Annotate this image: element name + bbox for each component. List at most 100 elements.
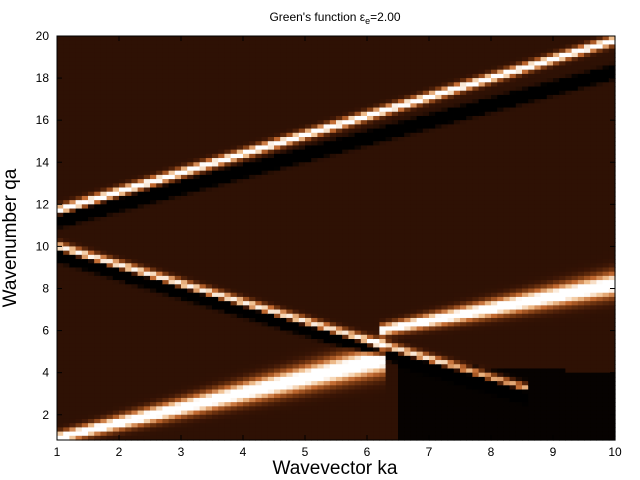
heatmap-cell (323, 65, 331, 71)
heatmap-cell (94, 376, 101, 382)
heatmap-cell (88, 406, 95, 412)
heatmap-cell (255, 107, 263, 113)
heatmap-cell (224, 162, 232, 168)
heatmap-cell (199, 284, 207, 290)
heatmap-cell (205, 111, 213, 117)
heatmap-cell (249, 313, 256, 319)
heatmap-cell (187, 355, 194, 361)
heatmap-cell (212, 296, 219, 302)
heatmap-cell (75, 153, 83, 159)
heatmap-cell (342, 435, 349, 441)
heatmap-cell (168, 427, 176, 433)
heatmap-cell (230, 225, 238, 231)
heatmap-cell (348, 317, 356, 323)
heatmap-cell (112, 393, 120, 399)
heatmap-cell (63, 40, 70, 46)
heatmap-cell (292, 372, 300, 378)
heatmap-cell (323, 103, 331, 109)
heatmap-cell (311, 397, 318, 403)
heatmap-cell (168, 238, 176, 243)
heatmap-cell (174, 427, 182, 433)
heatmap-cell (193, 36, 201, 41)
heatmap-cell (75, 128, 83, 134)
heatmap-cell (336, 364, 343, 370)
heatmap-cell (199, 275, 207, 281)
heatmap-cell (373, 397, 380, 403)
heatmap-cell (230, 141, 238, 147)
heatmap-cell (168, 376, 176, 382)
heatmap-cell (125, 246, 132, 252)
heatmap-cell (88, 271, 95, 277)
heatmap-cell (360, 128, 368, 134)
heatmap-cell (354, 229, 362, 235)
heatmap-cell (187, 221, 194, 226)
heatmap-cell (174, 254, 182, 260)
heatmap-cell (57, 410, 64, 416)
heatmap-cell (199, 36, 207, 41)
heatmap-cell (119, 149, 126, 155)
heatmap-cell (305, 233, 312, 239)
heatmap-cell (274, 385, 281, 391)
heatmap-cell (187, 376, 194, 382)
heatmap-cell (218, 296, 225, 302)
heatmap-cell (298, 431, 306, 437)
heatmap-cell (168, 381, 176, 386)
heatmap-cell (199, 86, 207, 92)
heatmap-cell (63, 246, 70, 252)
heatmap-cell (181, 36, 188, 41)
heatmap-cell (342, 381, 349, 386)
heatmap-cell (286, 120, 294, 125)
heatmap-cell (261, 389, 269, 395)
heatmap-cell (305, 317, 312, 323)
heatmap-cell (311, 229, 318, 235)
heatmap-cell (131, 149, 139, 155)
heatmap-cell (88, 132, 95, 138)
heatmap-cell (156, 162, 163, 168)
heatmap-cell (181, 309, 188, 315)
heatmap-cell (94, 170, 101, 176)
heatmap-cell (75, 158, 83, 163)
heatmap-cell (205, 57, 213, 62)
heatmap-cell (236, 431, 244, 437)
heatmap-cell (274, 73, 281, 79)
heatmap-cell (125, 145, 132, 151)
heatmap-cell (75, 225, 83, 231)
heatmap-cell (143, 204, 151, 210)
heatmap-cell (367, 221, 374, 226)
heatmap-cell (63, 414, 70, 420)
heatmap-cell (367, 162, 374, 168)
heatmap-cell (236, 275, 244, 281)
heatmap-cell (150, 128, 157, 134)
heatmap-cell (94, 402, 101, 407)
heatmap-cell (137, 73, 145, 79)
heatmap-cell (317, 381, 325, 386)
heatmap-cell (168, 284, 176, 290)
heatmap-cell (63, 57, 70, 62)
heatmap-cell (112, 132, 120, 138)
heatmap-cell (150, 410, 157, 416)
heatmap-cell (69, 267, 77, 273)
heatmap-cell (286, 406, 294, 412)
heatmap-cell (218, 280, 225, 285)
heatmap-cell (75, 381, 83, 386)
heatmap-cell (212, 238, 219, 243)
heatmap-cell (162, 271, 170, 277)
heatmap-cell (131, 233, 139, 239)
heatmap-cell (323, 78, 331, 83)
heatmap-cell (212, 284, 219, 290)
heatmap-cell (329, 99, 337, 104)
heatmap-cell (156, 73, 163, 79)
heatmap-cell (292, 225, 300, 231)
heatmap-cell (342, 402, 349, 407)
heatmap-cell (181, 254, 188, 260)
heatmap-cell (224, 339, 232, 344)
heatmap-cell (119, 212, 126, 218)
heatmap-cell (261, 137, 269, 142)
heatmap-cell (286, 183, 294, 189)
heatmap-cell (81, 166, 89, 172)
heatmap-cell (230, 330, 238, 336)
heatmap-cell (112, 187, 120, 193)
heatmap-cell (255, 381, 263, 386)
heatmap-cell (286, 78, 294, 83)
heatmap-cell (212, 423, 219, 428)
